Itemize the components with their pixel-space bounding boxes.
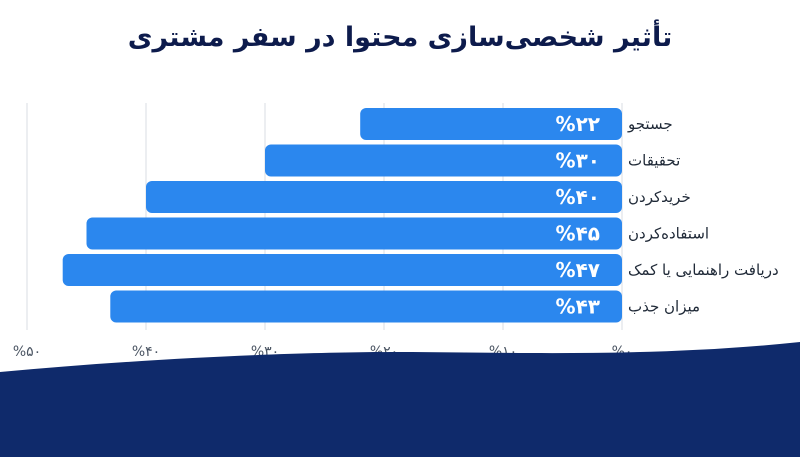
category-label: تحقیقات (628, 152, 680, 170)
bar-value-label: %۴۵ (556, 222, 600, 246)
chart-title: تأثیر شخصی‌سازی محتوا در سفر مشتری (127, 22, 673, 53)
bar (146, 181, 622, 213)
category-label: استفاده‌کردن (628, 225, 709, 243)
bar-value-label: %۴۰ (556, 185, 600, 209)
x-tick-label: %۴۰ (132, 344, 160, 360)
category-label: جستجو (627, 115, 673, 133)
x-tick-label: %۵۰ (13, 344, 41, 360)
category-label: میزان جذب (628, 298, 700, 316)
bar (265, 144, 622, 177)
bottom-wave (0, 342, 800, 457)
bar-value-label: %۴۷ (556, 258, 600, 282)
bar-value-label: %۴۳ (556, 295, 600, 319)
grid-lines (26, 103, 623, 330)
bar (62, 254, 622, 286)
bar-value-label: %۲۲ (556, 112, 600, 136)
bars: %۲۲ جستجو %۳۰ تحقیقات %۴۰ خریدکردن %۴۵ استفاده‌… (62, 108, 779, 323)
bar (360, 108, 622, 140)
category-label: خریدکردن (628, 188, 691, 206)
bar (86, 217, 622, 250)
category-label: دریافت راهنمایی یا کمک (628, 261, 779, 279)
bar (110, 290, 623, 323)
bar-value-label: %۳۰ (556, 149, 600, 173)
